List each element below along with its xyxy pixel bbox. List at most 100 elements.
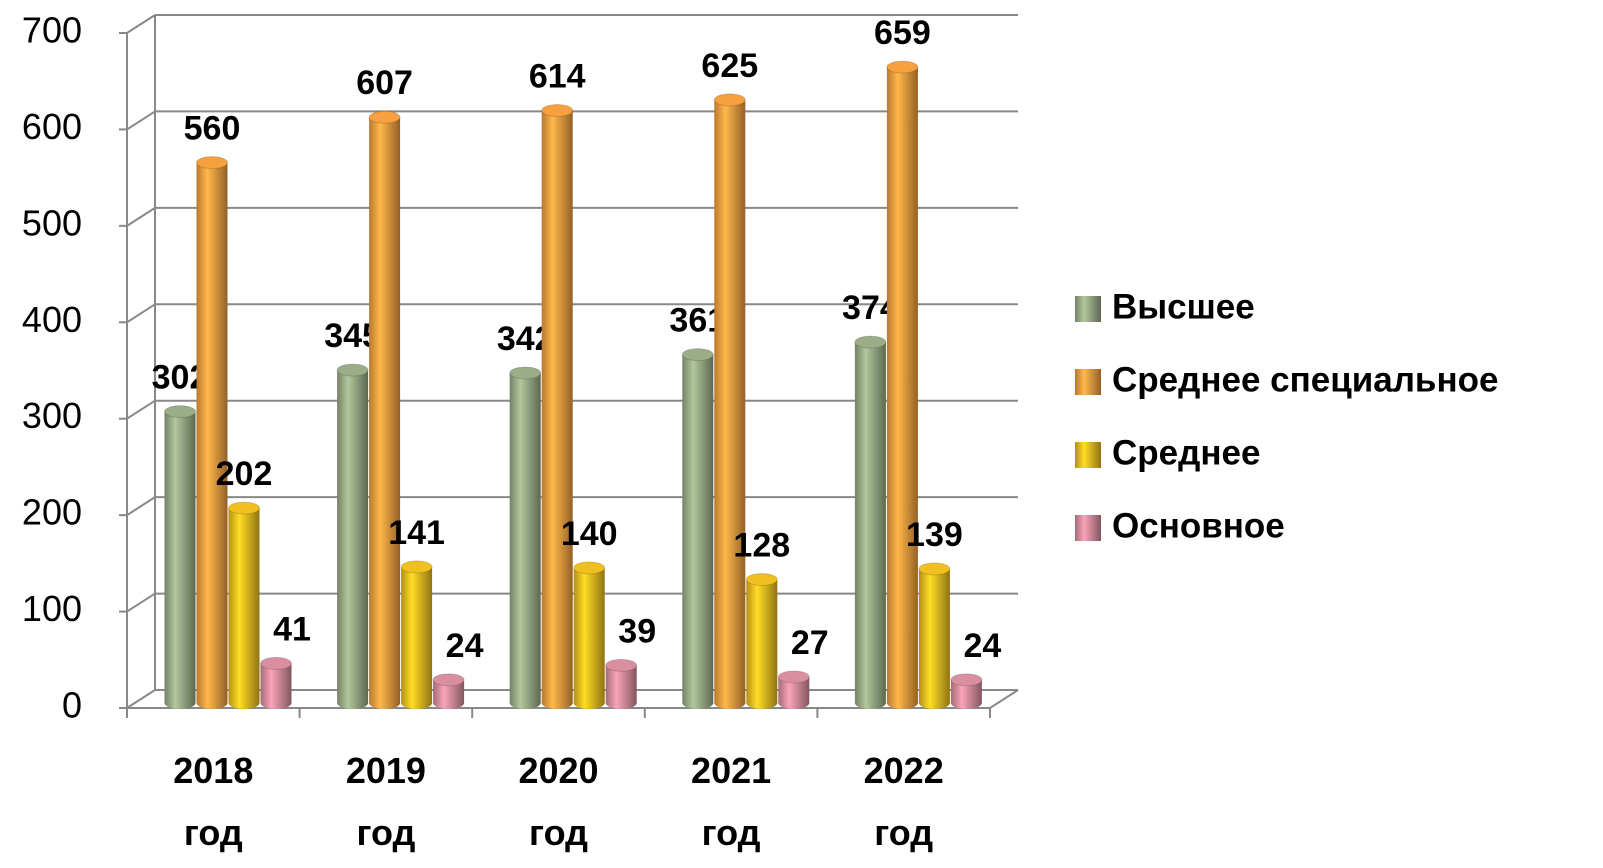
bar-bottom [401,697,433,709]
bar-top [260,656,292,670]
bar-body [541,110,573,704]
bar-body [401,566,433,703]
value-label: 607 [356,64,413,102]
y-tick-label: 500 [22,202,82,243]
bar [228,501,260,709]
value-label: 27 [791,624,829,662]
bar-bottom [573,697,605,709]
axis-line [989,689,1019,709]
bar [541,103,574,709]
legend-label: Высшее [1112,287,1255,326]
bar-top [400,560,433,574]
y-tick-label: 400 [22,299,82,340]
bar-body [682,354,714,703]
value-label: 560 [184,110,241,148]
y-tick-label: 300 [22,395,82,436]
bar [164,405,196,709]
legend-swatch [1075,296,1101,322]
bar [368,110,401,709]
value-label: 141 [388,514,445,552]
grid-line [126,496,156,516]
value-label: 139 [906,516,963,554]
grid-line [126,689,156,709]
value-label: 41 [273,610,311,648]
bar-top [541,103,574,117]
x-tick-label: 2018 год [173,750,254,853]
bar [745,572,778,709]
bar-bottom [509,697,541,709]
bar [918,562,951,709]
value-label: 625 [701,47,758,85]
y-tick-label: 100 [22,588,82,629]
bar-top [368,110,401,124]
bar-body [164,411,196,703]
bar-bottom [950,697,982,709]
bar-top [950,673,983,687]
legend-label: Среднее специальное [1112,360,1498,399]
y-tick-label: 600 [22,106,82,147]
value-label: 202 [216,455,273,493]
bar-body [573,567,605,703]
bar-bottom [196,697,228,709]
bar-body [854,342,886,703]
bar-top [681,348,714,362]
value-label: 614 [529,57,586,95]
bar-body [509,372,541,703]
value-label: 24 [963,627,1001,665]
bar-top [509,366,542,380]
bar-body [918,568,950,703]
bar-bottom [228,697,260,709]
bar [950,673,983,709]
x-tick-label: 2020 год [518,750,599,853]
grid-line [126,592,156,613]
x-tick-label: 2021 год [691,750,772,853]
bar-bottom [433,697,465,709]
bar-body [714,99,746,703]
y-tick-label: 200 [22,492,82,533]
bar-top [605,658,638,672]
grid-line [126,14,156,34]
legend-swatch [1075,515,1101,541]
value-label: 39 [618,612,656,650]
bar-body [950,679,982,703]
bar-bottom [778,697,810,709]
bar [400,560,433,709]
bar [854,335,887,709]
legend-label: Среднее [1112,433,1260,472]
bar-bottom [918,697,950,709]
bar [509,366,542,709]
bar-bottom [886,697,918,709]
bar-bottom [682,697,714,709]
bar-bottom [746,697,778,709]
bar-body [337,370,369,703]
legend-label: Основное [1112,506,1285,545]
bar-bottom [337,697,369,709]
bar-bottom [164,697,196,709]
bar [196,156,228,709]
grid-line [126,303,156,324]
bar-top [336,363,369,377]
bar-bottom [605,697,637,709]
bar-bottom [369,697,401,709]
grid-line [126,207,156,227]
bar-top [854,335,887,349]
bar [886,60,919,709]
bar-top [573,561,606,575]
y-tick-label: 0 [62,685,82,726]
bar-body [369,117,401,704]
bar-top [432,673,465,687]
bar-top [886,60,919,74]
bar-top [196,156,228,170]
bar-bottom [714,697,746,709]
bar [713,93,746,709]
y-tick-label: 700 [22,10,82,51]
bar [573,561,606,709]
bar [432,673,465,709]
bar-body [886,67,918,703]
bar-bottom [260,697,292,709]
bar [336,363,369,709]
bar-top [713,93,746,107]
bar-top [918,562,951,576]
